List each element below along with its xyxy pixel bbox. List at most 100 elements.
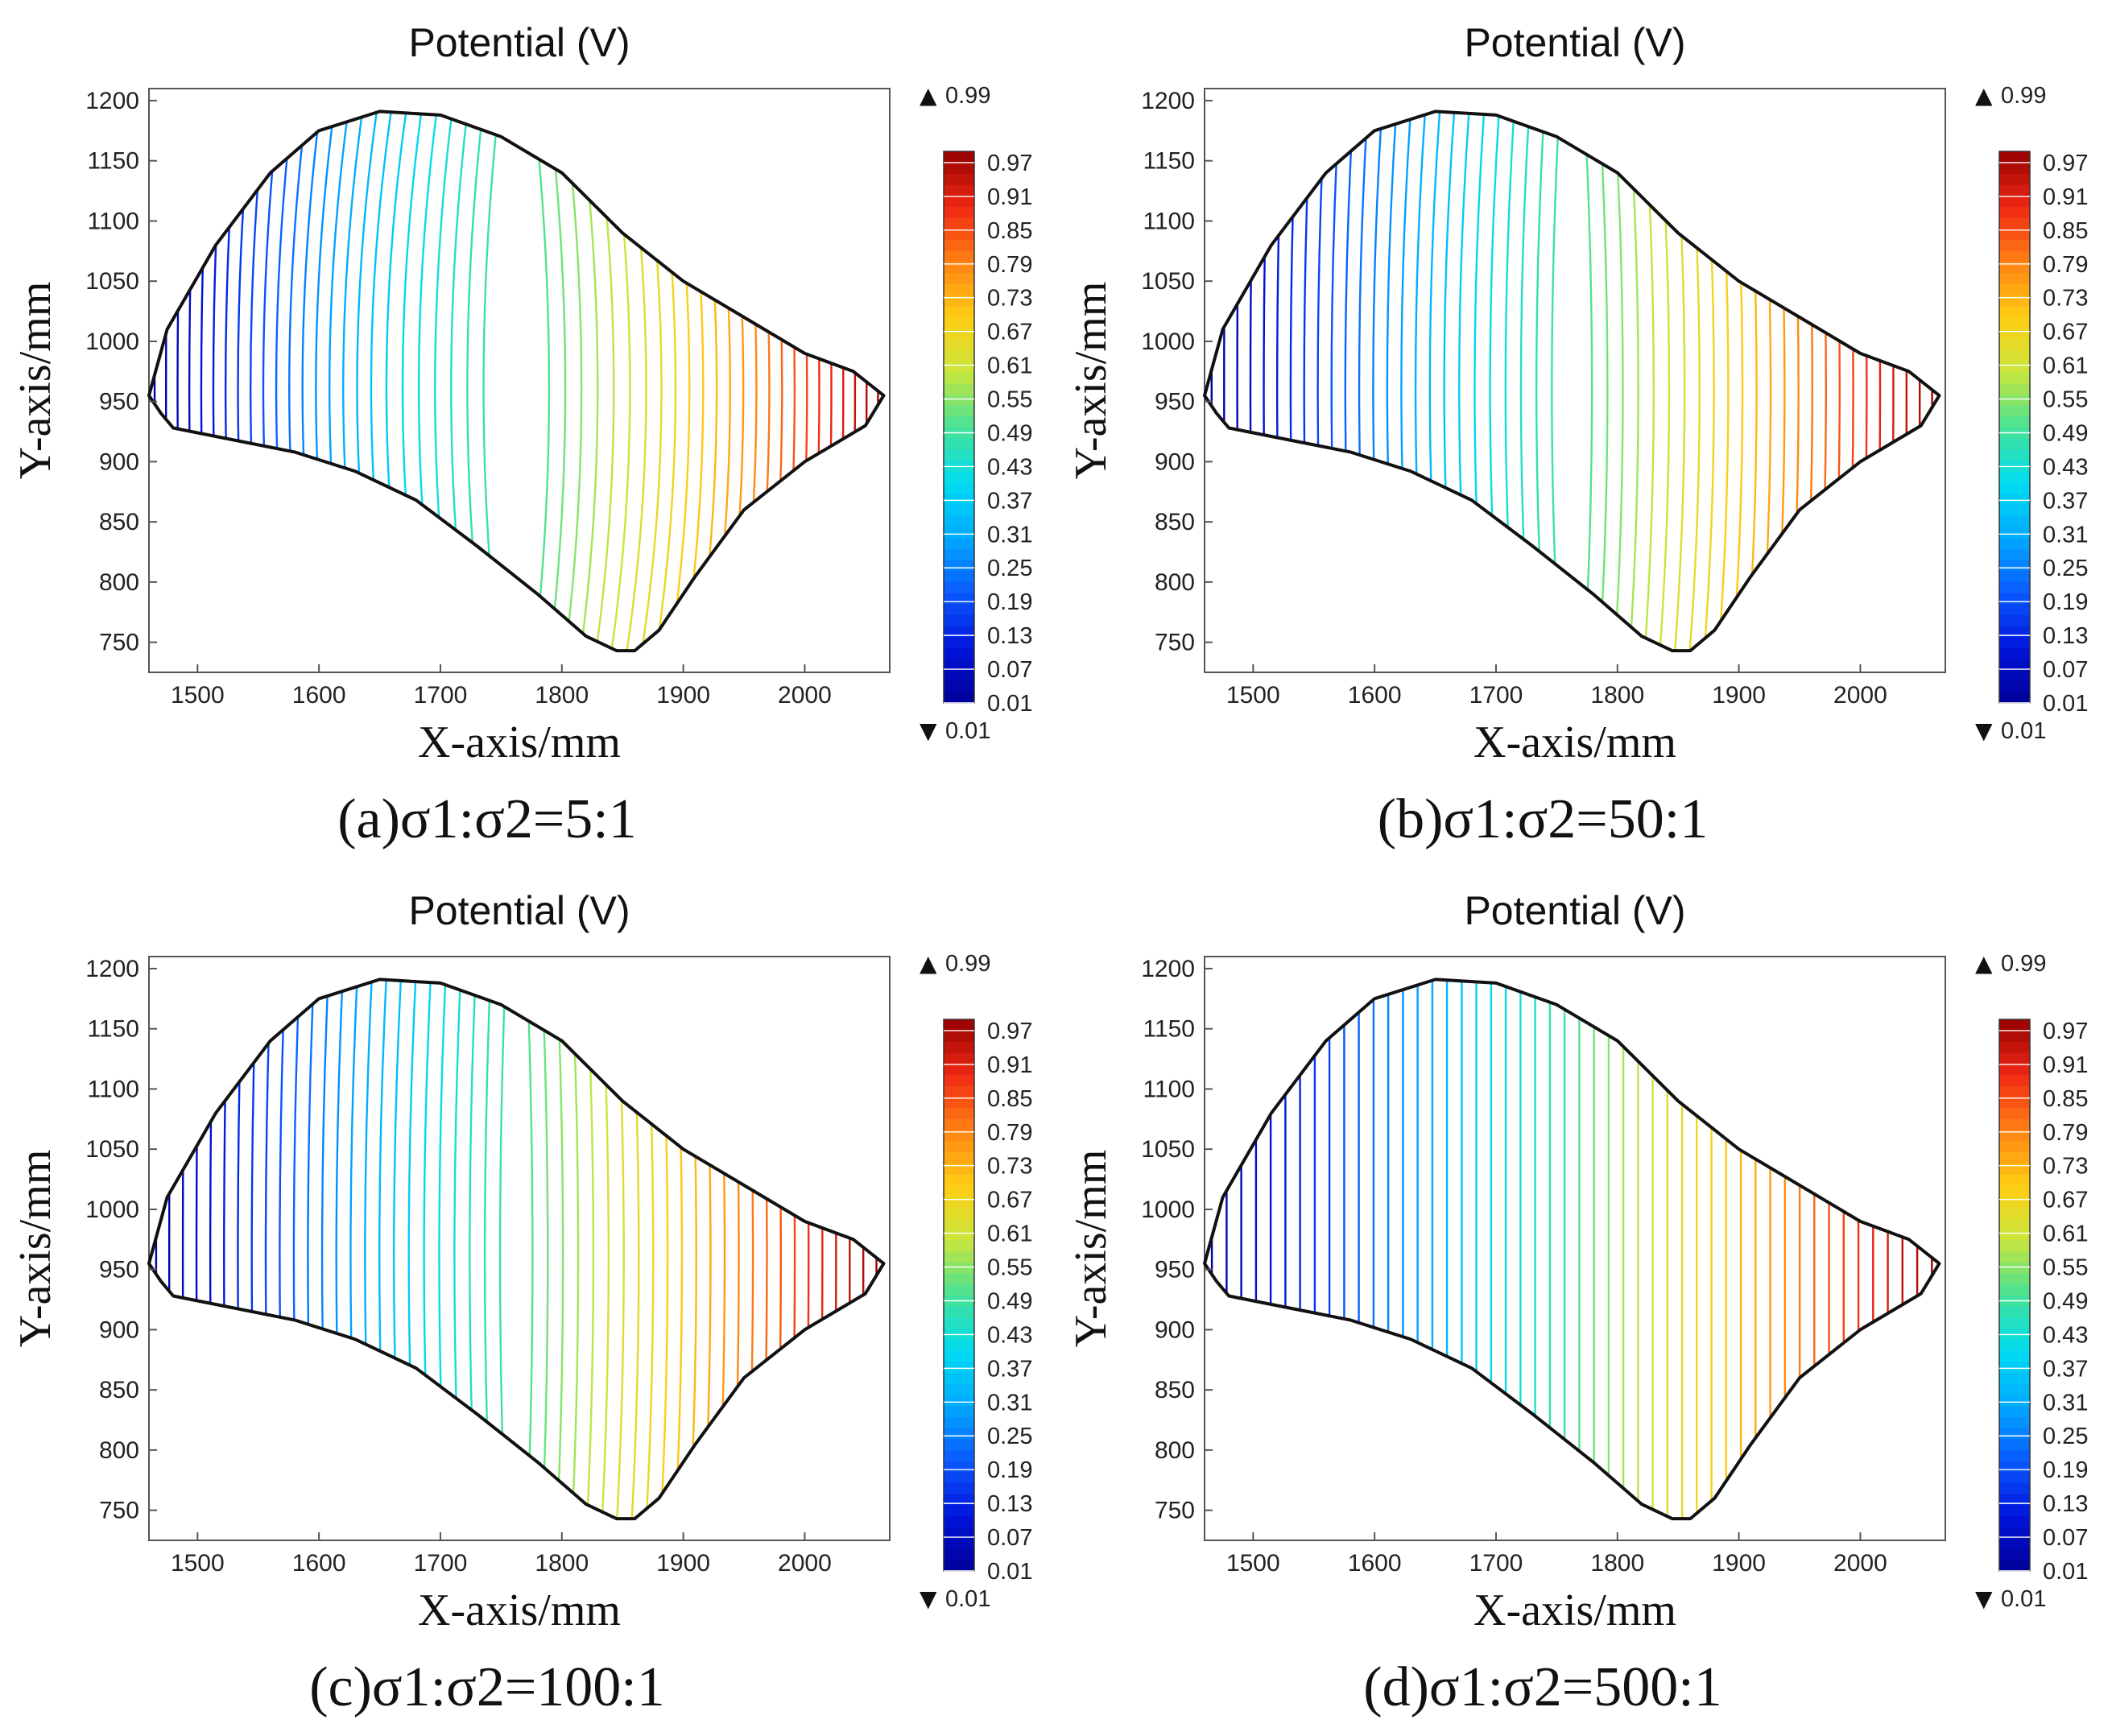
colorbar-segment [944, 151, 974, 163]
colorbar-segment [944, 1096, 974, 1109]
y-axis-label: Y-axis/mm [10, 282, 60, 480]
colorbar-tick-label: 0.31 [2043, 522, 2088, 548]
y-tick-label: 800 [99, 569, 139, 596]
colorbar-segment [944, 1560, 974, 1572]
colorbar-tick-label: 0.61 [987, 353, 1032, 379]
colorbar-segment [1999, 1548, 2030, 1560]
colorbar-segment [944, 349, 974, 362]
colorbar-tick-label: 0.85 [2043, 218, 2088, 244]
colorbar-segment [944, 669, 974, 682]
colorbar-segment [944, 1449, 974, 1461]
colorbar-segment [944, 372, 974, 384]
colorbar-segment [944, 570, 974, 582]
colorbar-segment [1999, 239, 2030, 251]
colorbar-segment [1999, 1461, 2030, 1473]
colorbar-segment [944, 1163, 974, 1175]
colorbar-segment [944, 217, 974, 229]
colorbar-segment [1999, 1096, 2030, 1109]
y-tick-label: 1000 [85, 329, 139, 355]
colorbar-tick-label: 0.91 [2043, 1052, 2088, 1078]
x-tick-label: 1900 [656, 682, 710, 709]
plot-frame [148, 88, 891, 673]
colorbar-segment [1999, 338, 2030, 351]
colorbar-segment [944, 626, 974, 638]
colorbar-segment [1999, 415, 2030, 428]
colorbar-segment [1999, 448, 2030, 461]
colorbar-segment [944, 1273, 974, 1285]
x-tick-label: 1800 [1590, 682, 1644, 709]
colorbar-tick-label: 0.67 [2043, 1188, 2088, 1213]
colorbar-tick-label: 0.85 [987, 218, 1032, 244]
colorbar-segment [1999, 1316, 2030, 1329]
colorbar-segment [1999, 1494, 2030, 1506]
colorbar-segment [944, 1206, 974, 1219]
chart-title: Potential (V) [408, 20, 630, 65]
colorbar-segment [1999, 173, 2030, 185]
x-tick-label: 1900 [1712, 1550, 1766, 1577]
colorbar-segment [944, 1471, 974, 1483]
y-axis-label: Y-axis/mm [1066, 282, 1116, 480]
colorbar-segment [1999, 316, 2030, 329]
y-tick-label: 800 [99, 1437, 139, 1464]
x-tick-label: 1800 [535, 682, 589, 709]
colorbar-segment [944, 1262, 974, 1274]
colorbar-tick-label: 0.19 [987, 589, 1032, 615]
x-tick-label: 1600 [1348, 682, 1402, 709]
colorbar-segment [1999, 372, 2030, 384]
colorbar-segment [1999, 151, 2030, 163]
colorbar-tick-label: 0.55 [987, 387, 1032, 413]
colorbar-tick-label: 0.07 [2043, 1525, 2088, 1551]
colorbar-tick-label: 0.25 [2043, 1424, 2088, 1449]
colorbar-tick-label: 0.61 [2043, 1221, 2088, 1247]
colorbar-min-label: 0.01 [2001, 1586, 2046, 1612]
colorbar-tick-label: 0.01 [987, 1559, 1032, 1585]
y-tick-label: 800 [1155, 1437, 1195, 1464]
colorbar-segment [944, 239, 974, 251]
colorbar-segment [944, 228, 974, 241]
plot-frame [148, 956, 891, 1541]
colorbar-segment [1999, 526, 2030, 539]
panel-b: Potential (V) 1500 1600 1700 1800 1900 2000 750… [1056, 0, 2111, 868]
colorbar-segment [944, 1504, 974, 1517]
colorbar-tick-label: 0.37 [987, 1356, 1032, 1382]
colorbar-segment [1999, 1372, 2030, 1384]
x-tick-label: 1600 [292, 682, 346, 709]
colorbar-segment [944, 328, 974, 340]
colorbar-segment [1999, 349, 2030, 362]
colorbar-segment [1999, 647, 2030, 659]
x-tick-label: 1800 [535, 1550, 589, 1577]
colorbar-tick-label: 0.19 [2043, 589, 2088, 615]
colorbar-segment [944, 504, 974, 516]
x-tick-label: 1700 [414, 682, 468, 709]
colorbar-min-label: 0.01 [2001, 718, 2046, 744]
y-tick-label: 750 [1155, 1498, 1195, 1524]
y-tick-label: 850 [1155, 509, 1195, 535]
colorbar-segment [944, 1140, 974, 1152]
colorbar-segment [944, 1405, 974, 1417]
colorbar-tick-label: 0.97 [2043, 1019, 2088, 1044]
colorbar-segment [1999, 1438, 2030, 1450]
x-tick-label: 1900 [1712, 682, 1766, 709]
contour-chart-c: Potential (V) 1500 1600 1700 1800 1900 2000 750… [10, 888, 1032, 1718]
colorbar-tick-label: 0.31 [987, 1390, 1032, 1416]
y-tick-label: 1050 [1141, 1136, 1195, 1163]
colorbar-tick-label: 0.37 [987, 488, 1032, 514]
y-tick-label: 800 [1155, 569, 1195, 596]
min-triangle-icon: ▼ [1975, 1585, 1993, 1612]
colorbar-tick-label: 0.67 [2043, 320, 2088, 345]
colorbar-tick-label: 0.73 [987, 286, 1032, 312]
colorbar-tick-label: 0.49 [987, 1288, 1032, 1314]
colorbar-tick-label: 0.43 [2043, 1322, 2088, 1348]
x-tick-label: 2000 [1833, 682, 1887, 709]
colorbar-tick-label: 0.55 [987, 1255, 1032, 1281]
x-tick-label: 1700 [1469, 682, 1523, 709]
colorbar-segment [944, 184, 974, 196]
domain-boundary [147, 978, 886, 1521]
colorbar-segment [1999, 250, 2030, 262]
colorbar-segment [1999, 1074, 2030, 1086]
y-tick-label: 850 [1155, 1377, 1195, 1403]
colorbar-segment [944, 1427, 974, 1440]
colorbar-segment [944, 692, 974, 704]
colorbar-segment [1999, 361, 2030, 373]
min-triangle-icon: ▼ [1975, 717, 1993, 744]
